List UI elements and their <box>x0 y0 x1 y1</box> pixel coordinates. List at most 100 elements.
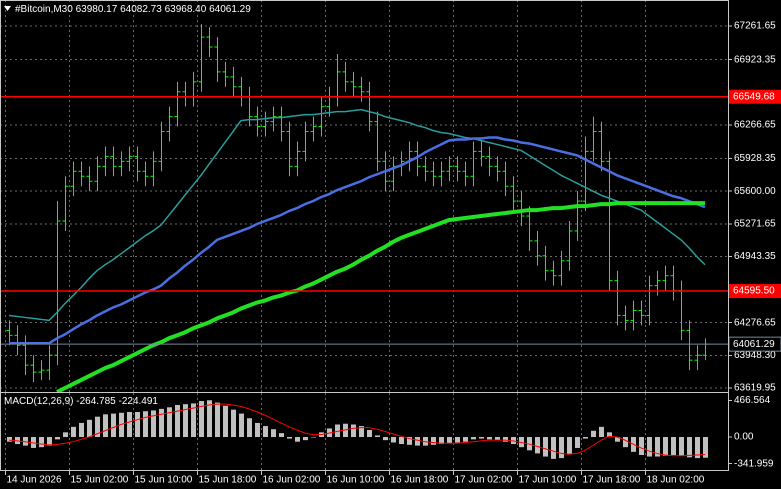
macd-bar <box>439 437 444 445</box>
macd-bar <box>495 437 500 441</box>
macd-bar <box>239 413 244 438</box>
macd-bar <box>551 437 556 459</box>
macd-bar <box>279 433 284 438</box>
macd-bar <box>407 437 412 445</box>
macd-bar <box>231 409 236 438</box>
macd-bar <box>607 432 612 438</box>
macd-bar <box>271 429 276 438</box>
y-tick-label: 66923.35 <box>734 54 776 65</box>
macd-bar <box>215 402 220 438</box>
macd-signal-last: -224.491 <box>119 396 159 407</box>
macd-bar <box>127 411 132 438</box>
moving-average <box>8 108 706 322</box>
macd-bar <box>39 437 44 448</box>
x-tick-label: 16 Jun 18:00 <box>391 475 449 486</box>
macd-bar <box>671 437 676 455</box>
macd-bar <box>119 412 124 438</box>
macd-bar <box>47 437 52 446</box>
x-tick-label: 17 Jun 18:00 <box>583 475 641 486</box>
macd-bar <box>207 400 212 438</box>
macd-bar <box>615 437 620 442</box>
macd-bar <box>487 437 492 440</box>
macd-bar <box>663 437 668 456</box>
macd-bar <box>655 437 660 457</box>
macd-bar <box>175 404 180 438</box>
macd-bar <box>479 437 484 439</box>
macd-bar <box>679 437 684 456</box>
macd-pane <box>5 393 708 470</box>
macd-bar <box>151 410 156 438</box>
menu-arrow[interactable] <box>4 6 11 11</box>
x-tick-label: 16 Jun 02:00 <box>263 475 321 486</box>
macd-bar <box>383 437 388 441</box>
chart-header: #Bitcoin,M30 63980.17 64082.73 63968.40 … <box>15 4 251 15</box>
macd-bar <box>223 405 228 438</box>
x-tick-label: 17 Jun 02:00 <box>455 475 513 486</box>
macd-bar <box>599 426 604 438</box>
macd-bar <box>95 416 100 438</box>
macd-bar <box>71 426 76 438</box>
y-tick-label: 65600.00 <box>734 186 776 197</box>
macd-bar <box>311 437 316 438</box>
macd-bar <box>103 414 108 438</box>
x-tick-label: 14 Jun 2026 <box>7 475 62 486</box>
macd-bar <box>455 437 460 443</box>
moving-average <box>56 201 705 392</box>
macd-header: MACD(12,26,9) -264.785 -224.491 <box>4 396 158 407</box>
x-tick-label: 16 Jun 10:00 <box>327 475 385 486</box>
macd-bar <box>247 418 252 438</box>
macd-bar <box>527 437 532 451</box>
macd-bar <box>183 404 188 438</box>
macd-bar <box>87 419 92 438</box>
macd-bar <box>375 435 380 438</box>
macd-bar <box>447 437 452 444</box>
macd-title: MACD(12,26,9) <box>4 396 73 407</box>
macd-pane-frame <box>0 392 729 471</box>
x-tick-label: 18 Jun 02:00 <box>647 475 705 486</box>
macd-bar <box>199 401 204 438</box>
x-tick-label: 15 Jun 02:00 <box>71 475 129 486</box>
macd-bar <box>431 437 436 445</box>
macd-bar <box>703 437 708 458</box>
symbol-title: #Bitcoin,M30 <box>15 4 73 15</box>
macd-bar <box>687 437 692 458</box>
x-tick-label: 17 Jun 10:00 <box>519 475 577 486</box>
macd-bar <box>503 437 508 442</box>
y-tick-label: 65271.65 <box>734 218 776 229</box>
y-tick-label: 64276.65 <box>734 317 776 328</box>
macd-bar <box>567 437 572 455</box>
macd-bar <box>695 437 700 459</box>
y-tick-label: 64943.35 <box>734 251 776 262</box>
macd-bar <box>263 426 268 438</box>
macd-bar <box>167 407 172 438</box>
macd-bar <box>255 422 260 438</box>
level-label-box <box>729 284 781 299</box>
quote-close: 64061.29 <box>209 4 251 15</box>
macd-bar <box>7 437 12 442</box>
y-tick-label: 65928.35 <box>734 153 776 164</box>
y-tick-label: -341.959 <box>734 458 774 469</box>
y-tick-label: 0.00 <box>734 432 754 443</box>
macd-histogram-last: -264.785 <box>76 396 116 407</box>
overlay: 67261.65 66923.35 66266.65 65928.35 65600.00… <box>5 21 781 486</box>
macd-bar <box>351 424 356 438</box>
x-tick-label: 15 Jun 18:00 <box>199 475 257 486</box>
macd-bar <box>295 437 300 442</box>
macd-bar <box>159 408 164 438</box>
macd-bar <box>535 437 540 454</box>
macd-bar <box>63 432 68 438</box>
macd-signal <box>8 403 706 457</box>
macd-bar <box>359 426 364 438</box>
macd-bar <box>583 437 588 439</box>
macd-bar <box>143 411 148 438</box>
macd-bar <box>287 437 292 439</box>
level-label: 66549.68 <box>733 91 775 102</box>
macd-bar <box>391 437 396 443</box>
macd-bar <box>559 437 564 459</box>
quote-low: 63968.40 <box>165 4 207 15</box>
macd-bar <box>647 437 652 457</box>
level-label: 64595.50 <box>733 286 775 297</box>
y-tick-label: 66266.65 <box>734 120 776 131</box>
quote-open: 63980.17 <box>76 4 118 15</box>
